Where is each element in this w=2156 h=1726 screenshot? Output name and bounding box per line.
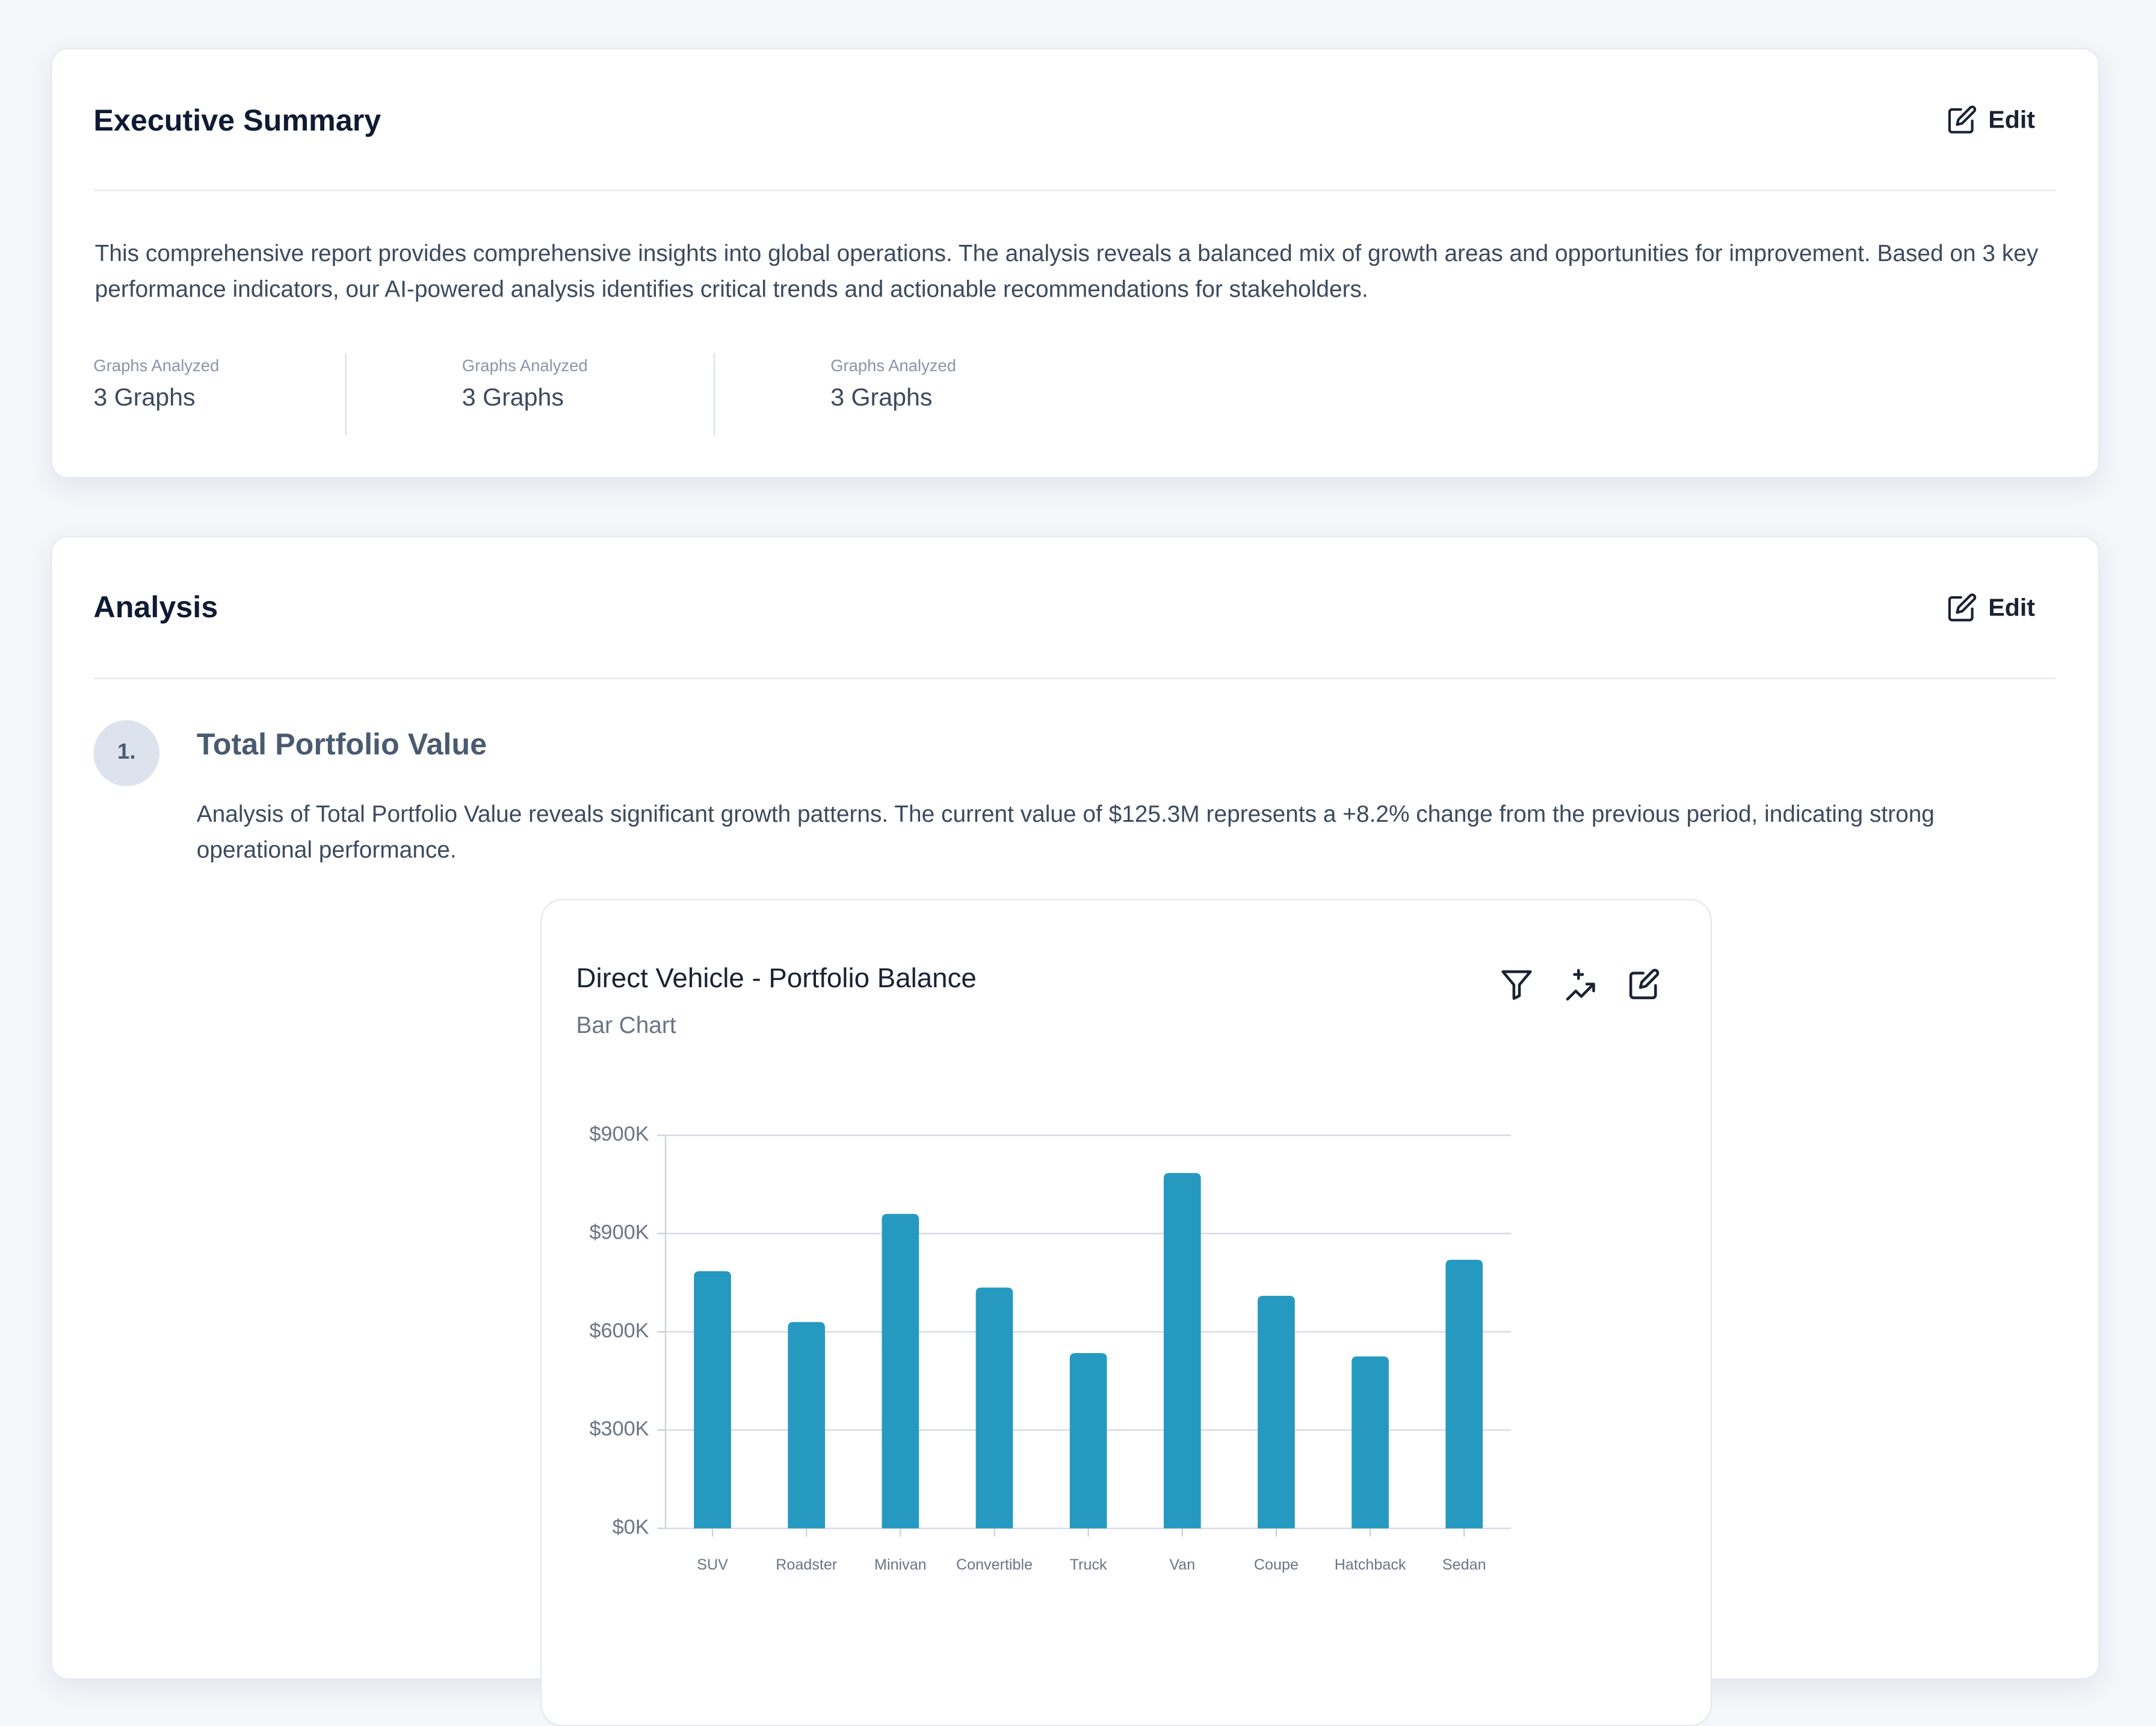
- stat-label: Graphs Analyzed: [93, 356, 220, 375]
- bar: [1258, 1295, 1295, 1529]
- divider: [93, 677, 2056, 679]
- y-tick-label: $900K: [589, 1221, 649, 1244]
- item-title: Total Portfolio Value: [196, 727, 487, 762]
- page: Report { "executive_summary": { "title":…: [51, 48, 2100, 1726]
- stat-label: Graphs Analyzed: [462, 356, 588, 375]
- bar: [975, 1287, 1013, 1529]
- x-tick-label: Van: [1169, 1556, 1195, 1573]
- stat-separator: [345, 353, 347, 436]
- y-tick-label: $600K: [589, 1319, 649, 1342]
- bar: [882, 1213, 919, 1529]
- y-tick-label: $300K: [589, 1417, 649, 1440]
- divider: [93, 190, 2056, 191]
- y-tick-label: $0K: [613, 1516, 649, 1539]
- bar: [1163, 1173, 1201, 1529]
- edit-chart-icon[interactable]: [1629, 969, 1660, 999]
- bar: [1069, 1353, 1107, 1529]
- stat-value: 3 Graphs: [462, 383, 564, 411]
- item-number: 1.: [93, 720, 160, 786]
- stat-value: 3 Graphs: [830, 383, 933, 411]
- stat: Graphs Analyzed 3 Graphs: [830, 356, 956, 413]
- edit-label: Edit: [1988, 593, 2035, 621]
- filter-icon[interactable]: [1501, 970, 1532, 1000]
- x-tick-label: Roadster: [776, 1556, 837, 1573]
- x-tick-label: Truck: [1070, 1556, 1107, 1573]
- bar: [694, 1271, 731, 1529]
- item-text: Analysis of Total Portfolio Value reveal…: [196, 801, 1935, 863]
- analysis-card: Analysis Edit 1. Total Portfolio Value A…: [51, 535, 2100, 1726]
- section-title: Executive Summary: [93, 103, 381, 138]
- bar: [1351, 1356, 1389, 1529]
- x-tick-label: Coupe: [1254, 1556, 1299, 1573]
- edit-label: Edit: [1988, 105, 2035, 133]
- chart-subtitle: Bar Chart: [576, 1012, 676, 1038]
- chart-title: Direct Vehicle - Portfolio Balance: [576, 963, 976, 993]
- stat-separator: [713, 353, 715, 436]
- x-tick-label: SUV: [697, 1556, 728, 1573]
- summary-text: This comprehensive report provides compr…: [94, 240, 2039, 303]
- edit-icon: [1948, 593, 1977, 621]
- bar: [1445, 1259, 1483, 1529]
- edit-button[interactable]: Edit: [1947, 593, 2035, 623]
- insights-icon[interactable]: [1566, 969, 1595, 1001]
- stage: Executive Summary Edit This comprehensiv…: [51, 48, 2100, 1726]
- chart-card: Direct Vehicle - Portfolio Balance Bar C…: [540, 899, 1712, 1726]
- stat-label: Graphs Analyzed: [830, 356, 957, 375]
- x-tick-label: Sedan: [1442, 1556, 1486, 1573]
- bar: [788, 1322, 826, 1529]
- stat-value: 3 Graphs: [93, 383, 196, 411]
- x-tick-label: Minivan: [874, 1556, 927, 1573]
- chart: Direct Vehicle - Portfolio Balance Bar C…: [576, 963, 1660, 1573]
- body: Executive Summary Edit This comprehensiv…: [51, 48, 2100, 1726]
- x-tick-label: Hatchback: [1335, 1556, 1406, 1573]
- edit-icon: [1948, 105, 1977, 134]
- edit-button[interactable]: Edit: [1947, 105, 2035, 135]
- stat: Graphs Analyzed 3 Graphs: [93, 356, 219, 413]
- section-title: Analysis: [93, 590, 218, 624]
- y-tick-label: $900K: [589, 1123, 649, 1145]
- x-tick-label: Convertible: [956, 1556, 1033, 1573]
- summary-card: Executive Summary Edit This comprehensiv…: [51, 48, 2100, 479]
- stat: Graphs Analyzed 3 Graphs: [462, 356, 588, 413]
